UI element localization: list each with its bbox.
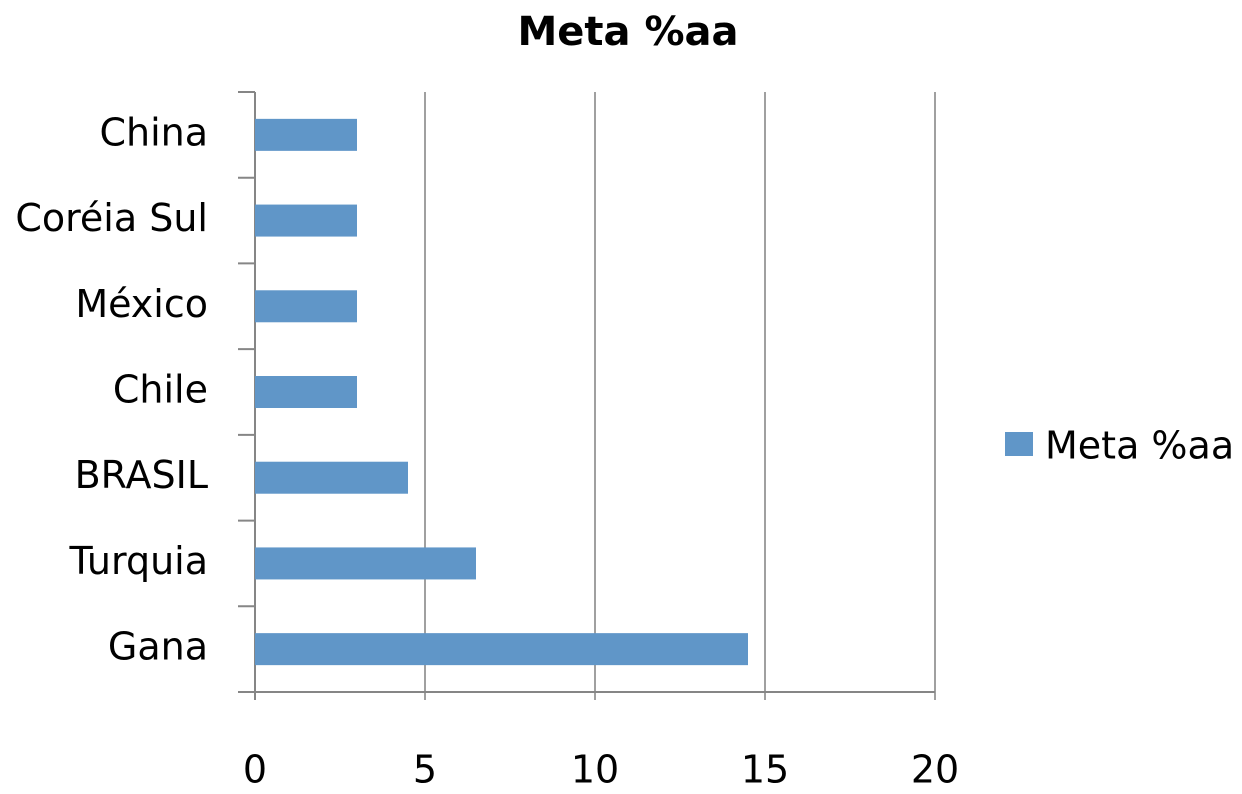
- bar: [255, 633, 748, 666]
- y-tick-label: Chile: [113, 368, 208, 412]
- bar: [255, 547, 476, 580]
- bar: [255, 376, 357, 408]
- bar: [255, 204, 357, 237]
- x-tick-label: 15: [741, 748, 789, 792]
- legend-label: Meta %aa: [1045, 424, 1234, 468]
- y-tick-label: Turquia: [68, 539, 208, 583]
- y-tick-label: China: [99, 110, 208, 154]
- y-tick-label: Gana: [108, 625, 208, 669]
- legend-swatch: [1005, 432, 1033, 456]
- x-tick-label: 20: [911, 748, 959, 792]
- bar: [255, 290, 357, 323]
- bar: [255, 461, 408, 494]
- y-tick-label: Coréia Sul: [15, 196, 208, 240]
- y-tick-label: México: [75, 282, 208, 326]
- chart-title: Meta %aa: [517, 9, 738, 55]
- x-tick-label: 10: [571, 748, 619, 792]
- bar: [255, 118, 357, 151]
- x-tick-label: 5: [413, 748, 437, 792]
- y-tick-label: BRASIL: [75, 453, 208, 497]
- x-tick-label: 0: [243, 748, 267, 792]
